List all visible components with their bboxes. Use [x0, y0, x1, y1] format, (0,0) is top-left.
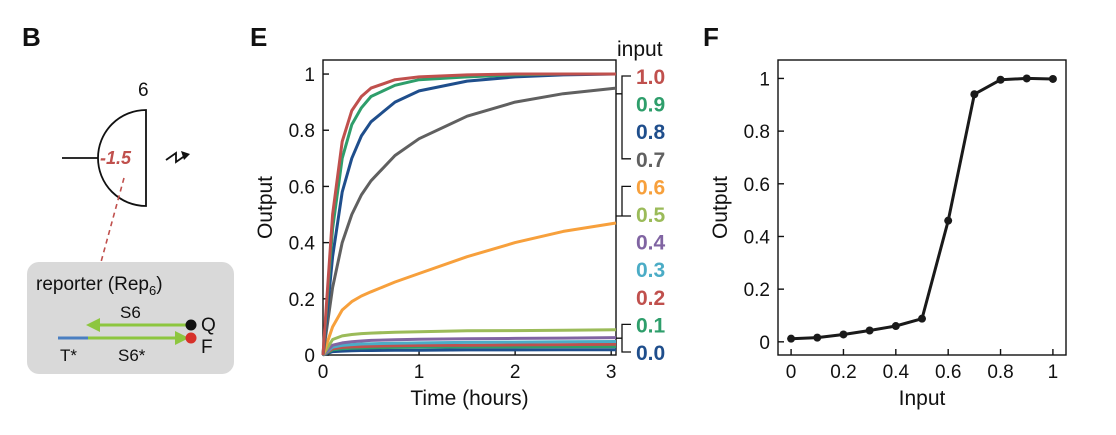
- response-point: [970, 90, 979, 99]
- y-tick-label: 0: [759, 333, 770, 354]
- threshold-value: -1.5: [100, 148, 132, 168]
- arrowhead-icon: [181, 151, 190, 160]
- legend-label-1.0: 1.0: [636, 66, 665, 89]
- fluorophore-label: F: [201, 337, 213, 358]
- y-tick-label: 0.8: [289, 121, 315, 142]
- panel-b: B 6 -1.5 reporter (Rep6) S6 Q F T* S6*: [22, 22, 234, 374]
- reporter-title: reporter (Rep6): [36, 274, 163, 298]
- series-line-0.6: [321, 221, 617, 356]
- quencher-dot: [185, 319, 197, 331]
- y-axis-label: Output: [254, 176, 277, 239]
- series-line-0.4: [321, 336, 617, 357]
- y-tick-label: 0.4: [289, 234, 316, 255]
- legend-label-0.3: 0.3: [636, 259, 665, 282]
- gate-label: 6: [138, 80, 149, 101]
- response-point: [813, 333, 822, 342]
- top-strand-arrowhead-icon: [86, 318, 100, 332]
- y-tick-label: 1: [304, 65, 315, 86]
- quencher-label: Q: [201, 315, 216, 336]
- response-line: [791, 76, 1053, 341]
- legend-label-0.8: 0.8: [636, 121, 666, 144]
- legend-label-0.2: 0.2: [636, 287, 665, 310]
- legend-label-0.4: 0.4: [636, 232, 666, 255]
- series-line-0.5: [321, 328, 617, 356]
- response-point: [891, 322, 900, 331]
- chart-f: 0 0.2 0.4 0.6 0.8 1 0 0.2 0.4 0.6 0.8 1 Input Output: [709, 59, 1067, 410]
- legend-label-0.5: 0.5: [636, 204, 666, 227]
- legend-label-0.0: 0.0: [636, 342, 665, 365]
- response-point: [865, 326, 874, 335]
- response-point: [787, 334, 796, 343]
- legend-bracket-low: [616, 323, 631, 353]
- gate-shape: [97, 109, 147, 207]
- x-tick-label: 0: [318, 362, 329, 383]
- legend-label-0.9: 0.9: [636, 94, 665, 117]
- x-tick-label: 3: [606, 362, 617, 383]
- dashed-connector: [100, 177, 125, 263]
- legend-label-0.7: 0.7: [636, 149, 665, 172]
- series-line-0.7: [321, 86, 617, 356]
- y-axis-label: Output: [709, 176, 732, 239]
- strand-top-label: S6: [120, 303, 141, 322]
- y-tick-label: 0.2: [289, 290, 315, 311]
- output-wire-icon: [165, 151, 187, 164]
- x-tick-label: 0: [786, 362, 797, 383]
- x-tick-label: 0.6: [935, 362, 961, 383]
- fluorophore-dot: [185, 332, 197, 344]
- y-tick-label: 0.4: [744, 227, 771, 248]
- series-line-0.3: [322, 340, 617, 357]
- plot-frame: [322, 59, 617, 356]
- x-tick-label: 2: [510, 362, 521, 383]
- panel-b-letter: B: [22, 22, 41, 52]
- x-tick-label: 1: [1048, 362, 1059, 383]
- legend-bracket-mid: [616, 185, 631, 217]
- toehold-label: T*: [60, 346, 77, 365]
- x-tick-label: 1: [414, 362, 425, 383]
- legend-bracket-high: [616, 75, 631, 160]
- strand-bottom-label: S6*: [118, 346, 146, 365]
- x-tick-label: 0.4: [883, 362, 910, 383]
- plot-frame: [777, 59, 1067, 356]
- y-tick-label: 0.6: [289, 177, 315, 198]
- y-tick-label: 1: [759, 69, 770, 90]
- y-tick-label: 0.2: [744, 280, 770, 301]
- x-tick-label: 0.2: [830, 362, 856, 383]
- y-tick-label: 0.6: [744, 175, 770, 196]
- response-point: [996, 75, 1005, 84]
- legend-label-0.6: 0.6: [636, 176, 665, 199]
- panel-e: E 0 1 2 3 0 0.2 0.4 0.6 0.8 1 Time (hours) Output i…: [250, 22, 666, 410]
- chart-e: 0 1 2 3 0 0.2 0.4 0.6 0.8 1 Time (hours) Output: [254, 59, 617, 410]
- series-line-0.0: [322, 348, 616, 357]
- x-axis-label: Time (hours): [410, 387, 528, 410]
- response-point: [918, 314, 926, 323]
- reporter-box: [27, 262, 234, 374]
- response-point: [944, 216, 953, 225]
- series-line-0.2: [322, 342, 617, 357]
- panel-e-letter: E: [250, 22, 267, 52]
- legend-title: input: [617, 38, 663, 61]
- panel-f-letter: F: [703, 22, 719, 52]
- x-tick-label: 0.8: [987, 362, 1013, 383]
- response-point: [1022, 74, 1031, 83]
- legend-e: 1.0 0.9 0.8 0.7 0.6 0.5 0.4 0.3 0.2 0.1 0.0: [616, 66, 666, 365]
- y-tick-label: 0: [304, 346, 315, 367]
- x-axis-label: Input: [899, 387, 946, 410]
- response-point: [1048, 74, 1057, 83]
- bottom-strand-arrowhead-icon: [175, 331, 189, 345]
- y-tick-label: 0.8: [744, 122, 770, 143]
- series-line-1.0: [321, 72, 616, 356]
- series-line-0.8: [321, 72, 617, 356]
- legend-label-0.1: 0.1: [636, 314, 666, 337]
- response-point: [839, 330, 848, 339]
- panel-f: F 0 0.2 0.4 0.6 0.8 1 0 0.2 0.4 0.6 0.8 1 Input Outpu…: [703, 22, 1067, 410]
